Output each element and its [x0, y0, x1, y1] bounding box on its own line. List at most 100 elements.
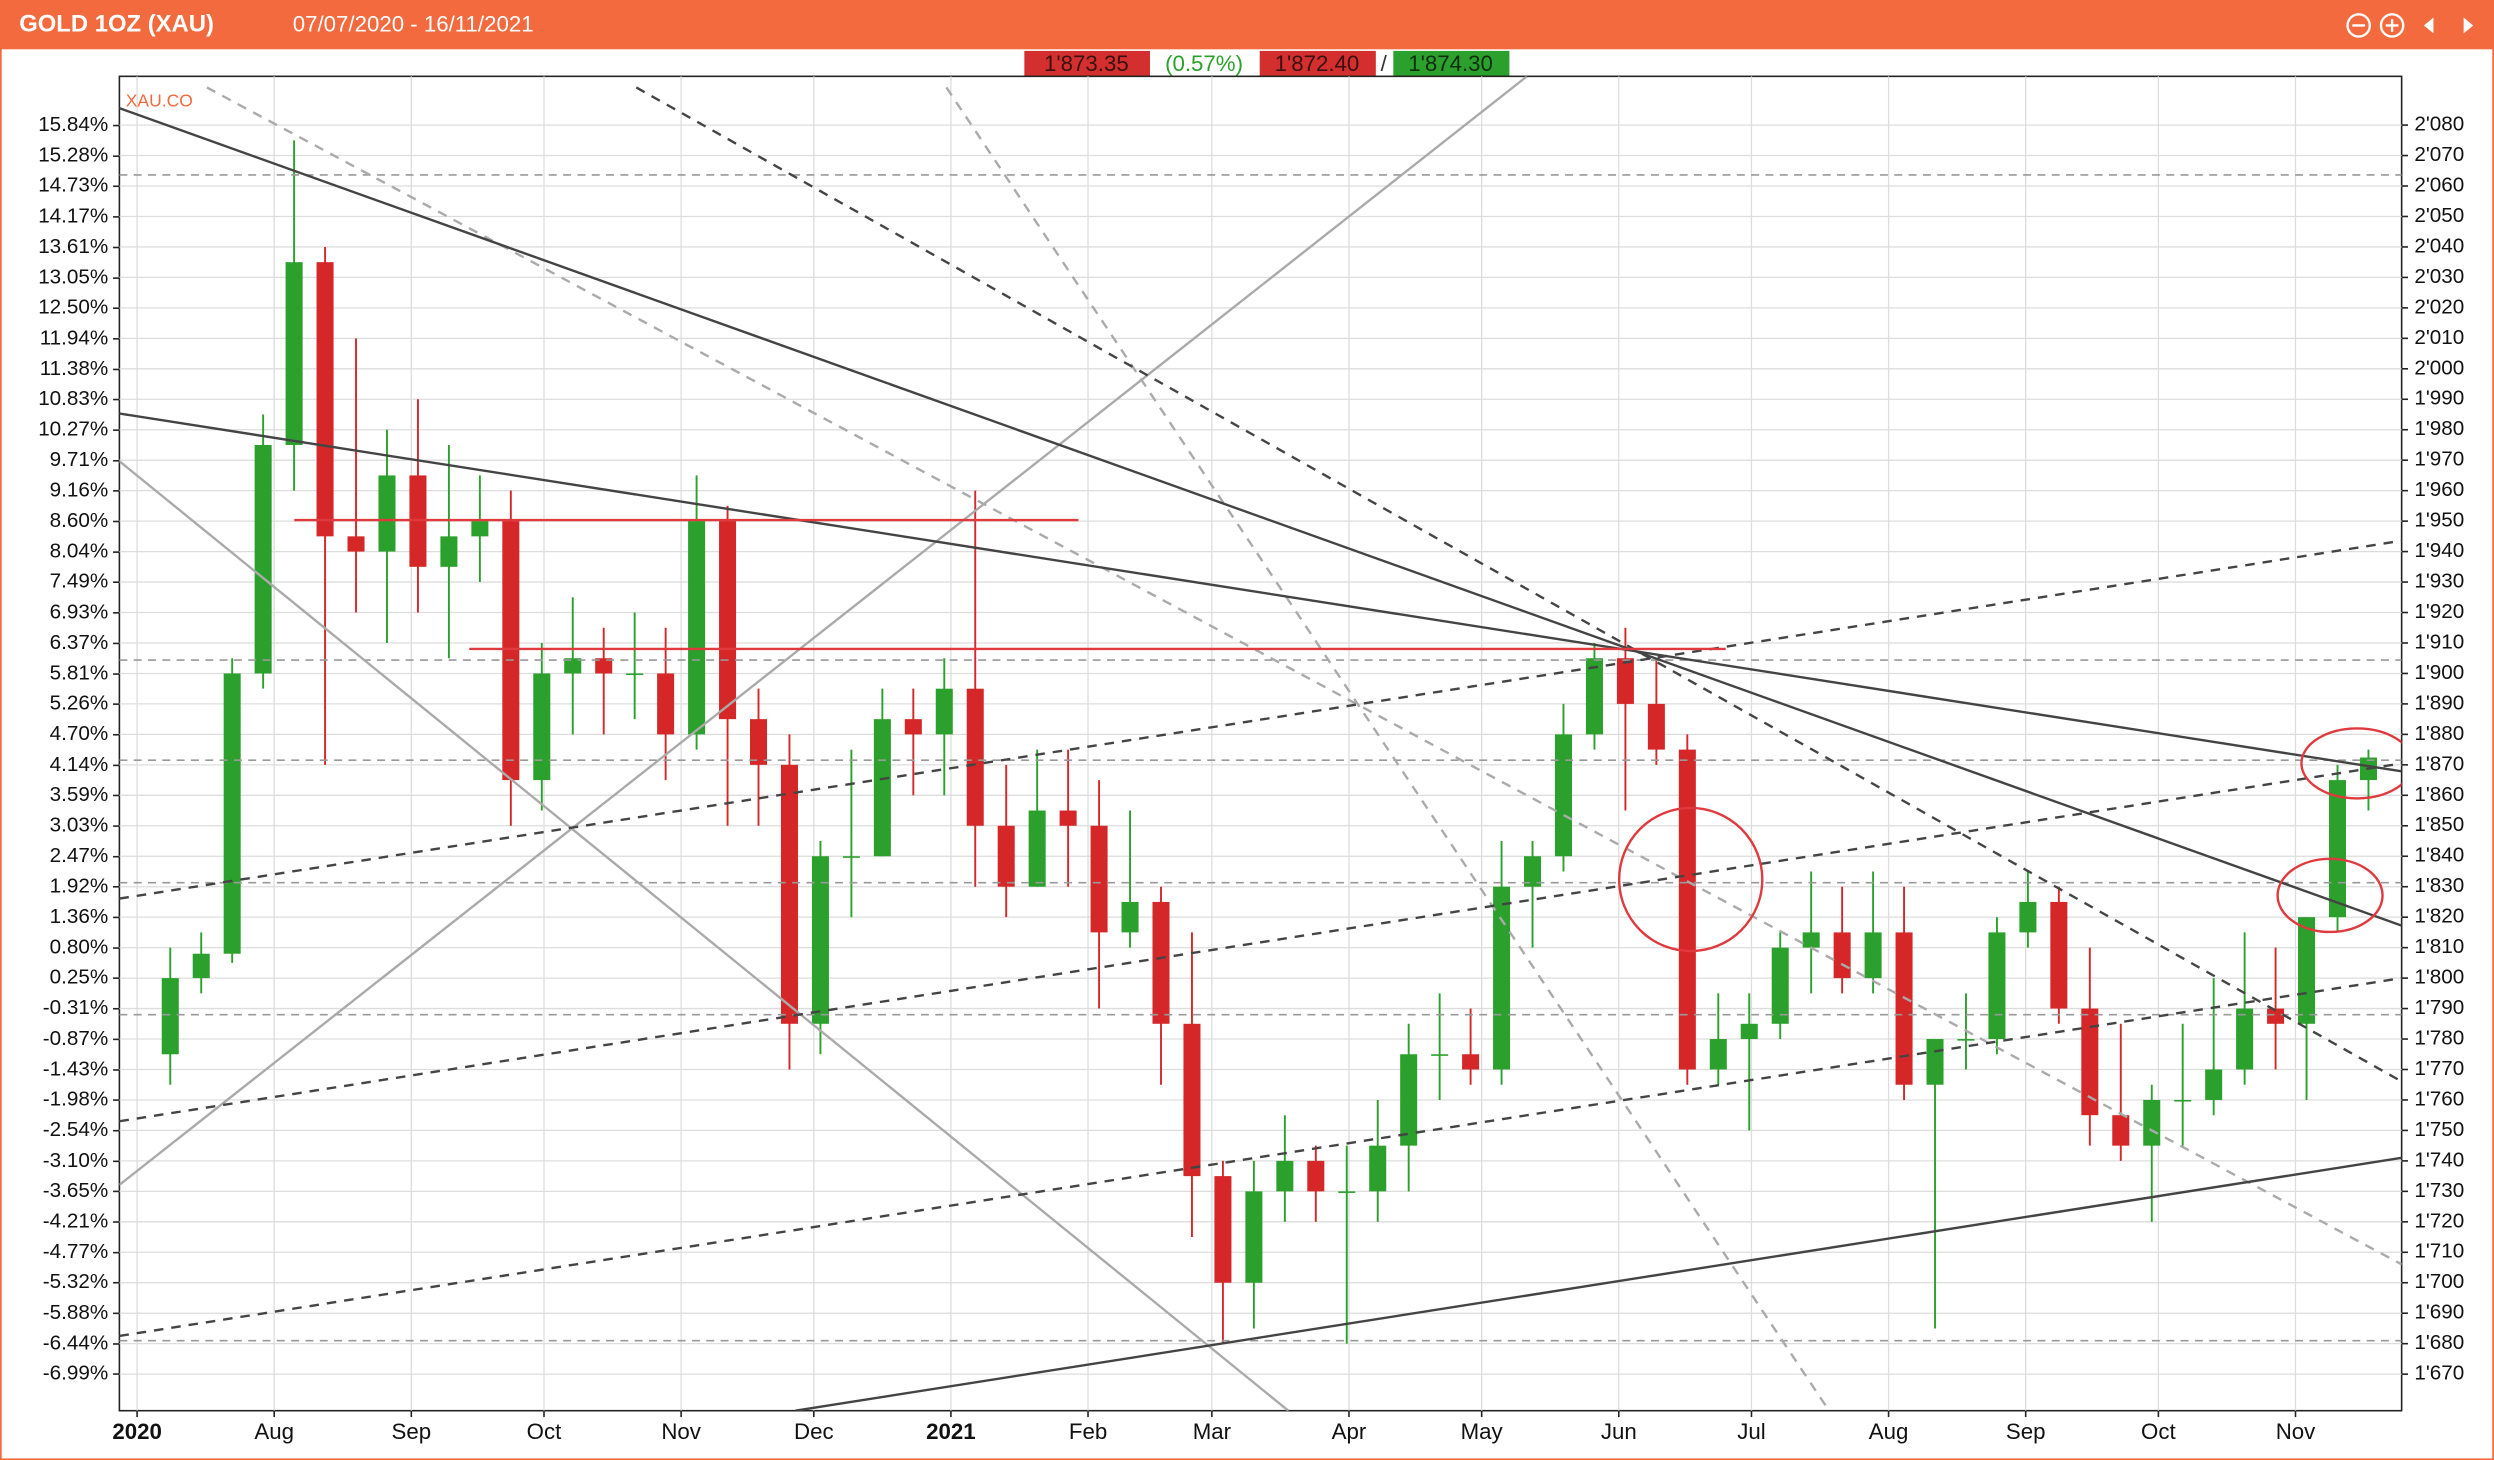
zoom-in[interactable]	[2379, 13, 2405, 38]
y-tick-label: -3.10%	[43, 1149, 108, 1172]
y-tick-label: 8.04%	[50, 540, 109, 563]
y2-tick-label: 1'920	[2414, 600, 2464, 623]
candle-body	[719, 521, 737, 720]
y2-tick-label: 1'880	[2414, 722, 2464, 745]
y2-tick-label: 1'860	[2414, 783, 2464, 806]
y2-tick-label: 1'970	[2414, 448, 2464, 471]
y2-tick-label: 2'070	[2414, 143, 2464, 166]
bid-box	[1259, 50, 1376, 80]
candle-body	[564, 658, 582, 674]
candle-body	[904, 719, 922, 735]
candles	[161, 140, 2377, 1344]
trend-line	[119, 412, 2402, 773]
zoom-in-icon	[2385, 19, 2399, 32]
candle-body	[2112, 1115, 2130, 1146]
y-tick-label: 9.16%	[50, 478, 109, 501]
drawings	[119, 76, 2402, 1411]
highlight-circle	[2276, 857, 2384, 934]
candle-body	[2019, 901, 2037, 933]
y-tick-label: -6.99%	[43, 1362, 108, 1385]
candle-body	[1431, 1054, 1449, 1056]
candle-body	[1709, 1039, 1727, 1070]
x-tick-label: Aug	[254, 1419, 294, 1444]
y-tick-label: 13.61%	[38, 235, 108, 258]
trend-line	[206, 86, 2402, 1266]
y2-tick-label: 2'060	[2414, 173, 2464, 196]
candle-body	[2267, 1008, 2285, 1024]
y2-tick-label: 1'780	[2414, 1026, 2464, 1049]
candle-body	[1926, 1039, 1944, 1085]
y-tick-label: 9.71%	[50, 448, 109, 471]
candle-body	[1585, 658, 1603, 735]
x-tick-label: Sep	[2006, 1419, 2046, 1444]
y2-tick-label: 1'740	[2414, 1148, 2464, 1171]
y-tick-label: 0.25%	[50, 966, 109, 989]
y2-tick-label: 1'940	[2414, 539, 2464, 562]
y-tick-label: 5.81%	[50, 662, 109, 685]
separator: /	[1381, 51, 1388, 76]
candle-body	[1090, 825, 1108, 933]
y2-tick-label: 1'710	[2414, 1240, 2464, 1263]
candle-body	[2298, 917, 2316, 1024]
ask-box	[1393, 50, 1510, 80]
candle-body	[966, 688, 984, 826]
y-tick-label: 3.03%	[50, 814, 109, 837]
candle-body	[935, 688, 953, 735]
candle-body	[440, 536, 458, 567]
trend-line	[795, 1156, 2402, 1411]
candle-body	[533, 673, 551, 781]
y-tick-label: -1.43%	[43, 1057, 108, 1080]
y-tick-label: -0.87%	[43, 1027, 108, 1050]
y2-tick-label: 1'890	[2414, 691, 2464, 714]
x-tick-label: Apr	[1332, 1419, 1367, 1444]
y-tick-label: -0.31%	[43, 996, 108, 1019]
candle-body	[2205, 1069, 2223, 1100]
zoom-out[interactable]	[2346, 13, 2372, 38]
candle-body	[626, 673, 644, 676]
candle-body	[316, 262, 334, 537]
candle-body	[2050, 901, 2068, 1009]
y-tick-label: 5.26%	[50, 692, 109, 715]
chart-title: GOLD 1OZ (XAU)	[19, 11, 214, 38]
axes: 15.84% 15.28% 14.73% 14.17% 13.61% 13.05% 12.5…	[38, 113, 2464, 1444]
y2-tick-label: 1'760	[2414, 1087, 2464, 1110]
candle-body	[595, 658, 613, 674]
y-tick-label: -1.98%	[43, 1088, 108, 1111]
candle-body	[1493, 886, 1511, 1070]
candle-body	[2081, 1008, 2099, 1116]
y2-tick-label: 1'900	[2414, 661, 2464, 684]
candle-body	[347, 536, 365, 552]
y-tick-label: 15.28%	[38, 144, 108, 167]
candle-body	[1957, 1039, 1975, 1041]
candle-body	[1059, 810, 1077, 826]
candle-body	[1121, 901, 1139, 933]
y-tick-label: 1.92%	[50, 874, 109, 897]
y-tick-label: -6.44%	[43, 1331, 108, 1354]
window-controls[interactable]	[2346, 13, 2474, 38]
ask-price: 1'874.30	[1408, 51, 1493, 76]
x-tick-label: 2021	[926, 1419, 975, 1444]
y-tick-label: 10.27%	[38, 418, 108, 441]
candle-body	[688, 521, 706, 735]
candle-body	[1369, 1145, 1387, 1192]
y-tick-label: 0.80%	[50, 936, 109, 959]
y2-tick-label: 2'050	[2414, 204, 2464, 227]
symbol-label: XAU.CO	[126, 90, 193, 110]
candle-body	[842, 856, 860, 858]
candle-body	[811, 856, 829, 1024]
y-tick-label: 13.05%	[38, 266, 108, 289]
y2-tick-label: 1'950	[2414, 509, 2464, 532]
y2-tick-label: 1'730	[2414, 1179, 2464, 1202]
y-tick-label: 11.38%	[40, 357, 109, 380]
scroll-left[interactable]	[2423, 17, 2434, 34]
y2-tick-label: 1'670	[2414, 1362, 2464, 1385]
candle-body	[192, 953, 210, 979]
scroll-right[interactable]	[2463, 17, 2474, 34]
candle-body	[254, 444, 272, 674]
last-price: 1'873.35	[1044, 51, 1129, 76]
candle-body	[997, 825, 1015, 887]
x-tick-label: Sep	[392, 1419, 432, 1444]
x-tick-label: Aug	[1869, 1419, 1909, 1444]
x-tick-label: Oct	[2141, 1419, 2176, 1444]
channel-line	[119, 539, 2402, 900]
